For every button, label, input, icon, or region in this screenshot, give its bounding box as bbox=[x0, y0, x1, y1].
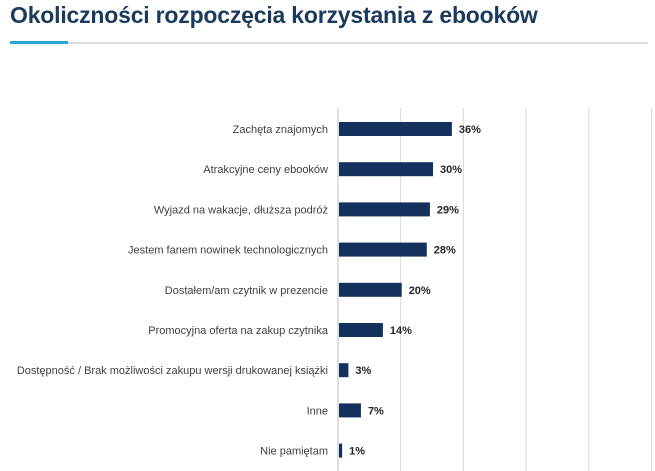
bar bbox=[339, 363, 349, 378]
category-label: Dostałem/am czytnik w prezencie bbox=[165, 285, 328, 297]
value-label: 30% bbox=[440, 164, 462, 176]
value-label: 20% bbox=[409, 285, 431, 297]
bar bbox=[339, 122, 452, 136]
value-label: 28% bbox=[434, 245, 456, 257]
value-label: 14% bbox=[390, 325, 412, 337]
category-label: Jestem fanem nowinek technologicznych bbox=[128, 245, 328, 257]
bar bbox=[339, 323, 383, 337]
page-title: Okoliczności rozpoczęcia korzystania z e… bbox=[10, 2, 538, 28]
value-label: 7% bbox=[368, 405, 384, 417]
value-label: 36% bbox=[459, 124, 481, 136]
value-label: 1% bbox=[349, 446, 365, 458]
category-label: Promocyjna oferta na zakup czytnika bbox=[148, 325, 329, 337]
category-label: Zachęta znajomych bbox=[233, 124, 328, 136]
title-underline bbox=[10, 42, 648, 44]
bar bbox=[339, 162, 434, 177]
category-label: Wyjazd na wakacje, dłuższa podróż bbox=[154, 204, 328, 216]
bar bbox=[339, 282, 402, 297]
value-label: 3% bbox=[355, 365, 371, 377]
category-label: Nie pamiętam bbox=[260, 446, 328, 458]
title-accent-line bbox=[10, 41, 68, 44]
value-label: 29% bbox=[437, 204, 459, 216]
bar bbox=[339, 202, 430, 217]
bar bbox=[339, 403, 361, 418]
category-label: Atrakcyjne ceny ebooków bbox=[203, 164, 328, 176]
bar bbox=[339, 443, 343, 458]
bar bbox=[339, 242, 427, 257]
category-label: Dostępność / Brak możliwości zakupu wers… bbox=[17, 365, 328, 377]
category-label: Inne bbox=[307, 405, 328, 417]
